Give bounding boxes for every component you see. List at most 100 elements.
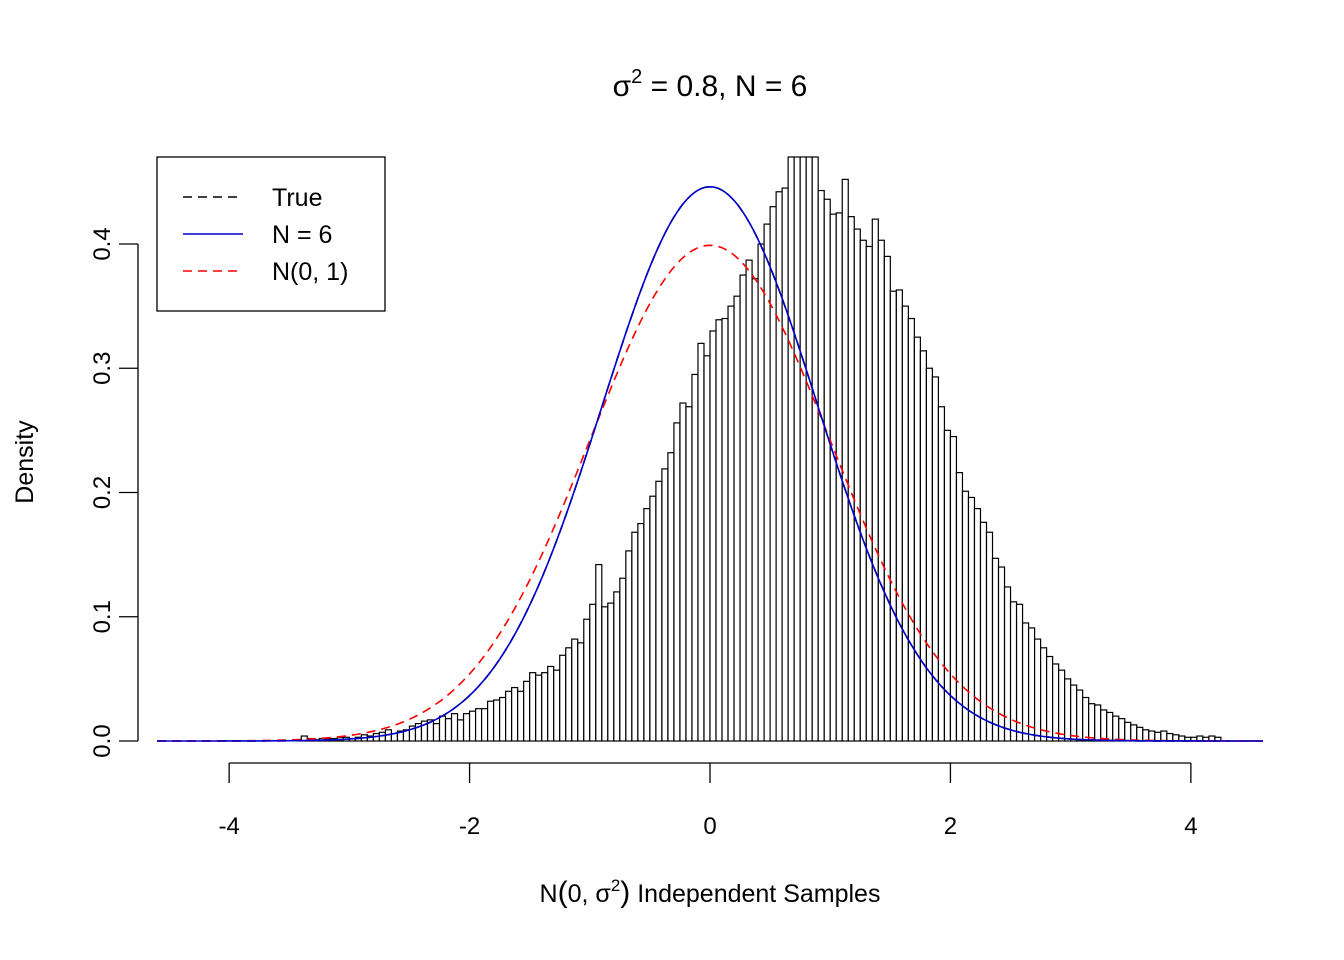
histogram-bar	[631, 531, 639, 742]
xlabel-inner: 0, σ	[568, 880, 612, 908]
histogram-bar	[511, 686, 519, 742]
histogram-bar	[865, 245, 873, 742]
y-tick-label: 0.2	[89, 476, 116, 509]
histogram-bar	[775, 191, 783, 742]
histogram-bar	[655, 480, 663, 742]
histogram-bar	[468, 710, 477, 742]
histogram-bar	[1021, 622, 1030, 742]
histogram-bar	[1112, 715, 1120, 742]
histogram-bar	[1160, 730, 1168, 742]
histogram-bar	[889, 290, 897, 742]
histogram-bar	[1076, 689, 1084, 742]
histogram-bar	[1003, 586, 1012, 742]
histogram-bar	[829, 213, 837, 742]
histogram-bar	[565, 647, 573, 742]
histogram-bar	[979, 521, 988, 742]
histogram-bar	[607, 602, 615, 742]
histogram-bar	[907, 317, 915, 742]
histogram-bar	[583, 618, 591, 742]
histogram-bar	[661, 468, 669, 742]
histogram-bar	[1100, 709, 1108, 742]
histogram-bar	[961, 490, 970, 742]
histogram-bar	[679, 402, 687, 742]
histogram-bar	[925, 367, 934, 742]
xlabel-after: Independent Samples	[630, 880, 880, 908]
histogram-bar	[535, 674, 543, 742]
histogram-bar	[967, 496, 976, 742]
histogram-bar	[595, 563, 603, 742]
histogram-bar	[517, 690, 525, 742]
histogram-bar	[877, 239, 885, 742]
histogram-bar	[1136, 726, 1144, 742]
histogram-bar	[1130, 724, 1138, 742]
histogram-bar	[811, 156, 819, 742]
histogram-bar	[1106, 711, 1114, 742]
y-axis-label: Density	[11, 420, 39, 504]
histogram-bar	[450, 713, 459, 742]
chart-title: σ2 = 0.8, N = 6	[613, 66, 808, 103]
histogram-bar	[571, 638, 579, 742]
histogram-bar	[529, 672, 537, 742]
histogram-bar	[991, 557, 1000, 742]
histogram-bar	[847, 216, 855, 742]
histogram-bar	[667, 452, 675, 742]
histogram-bar	[480, 708, 489, 742]
histogram-bar	[625, 550, 633, 742]
histogram-bar	[541, 672, 549, 742]
histogram-bar	[637, 522, 645, 742]
histogram-bar	[589, 603, 597, 742]
histogram-bar	[841, 178, 849, 742]
histogram-bar	[853, 228, 861, 742]
histogram-bar	[727, 305, 735, 742]
x-tick-label: 2	[944, 813, 957, 840]
y-tick-label: 0.3	[89, 352, 116, 385]
x-axis-label: N(0, σ2) Independent Samples	[540, 876, 881, 909]
histogram-bar	[769, 206, 777, 742]
legend-label: N = 6	[272, 221, 332, 249]
xlabel-exponent: 2	[611, 876, 620, 895]
xlabel-close-paren: )	[620, 876, 630, 909]
histogram-bar	[697, 342, 705, 742]
histogram-bar	[1015, 603, 1024, 742]
histogram-bar	[499, 696, 507, 742]
histogram-bar	[751, 278, 759, 742]
histogram-bar	[462, 713, 471, 742]
histogram-bar	[883, 255, 891, 742]
histogram-bar	[691, 373, 699, 742]
y-tick-label: 0.4	[89, 227, 116, 260]
histogram-bar	[1118, 718, 1126, 742]
histogram-bar	[1142, 729, 1150, 742]
histogram-bar	[871, 218, 879, 742]
histogram-bar	[649, 495, 657, 742]
histogram-bar	[1124, 721, 1132, 742]
histogram-bar	[673, 422, 681, 742]
legend-label: True	[272, 184, 322, 212]
histogram-bar	[577, 642, 585, 742]
histogram-bar	[1094, 704, 1102, 742]
histogram-bar	[1058, 669, 1066, 742]
histogram-bar	[919, 350, 927, 742]
y-tick-label: 0.0	[89, 724, 116, 757]
histogram-bar	[547, 665, 555, 742]
x-axis: -4 -2 0 2 4	[218, 762, 1198, 840]
histogram-bar	[487, 700, 495, 742]
n6-density-curve	[157, 185, 1263, 742]
legend-label: N(0, 1)	[272, 258, 348, 286]
x-tick-label: 0	[703, 813, 716, 840]
histogram-bar	[619, 577, 627, 742]
histogram-bar	[787, 156, 795, 742]
histogram-bar	[1046, 655, 1054, 742]
histogram-bar	[523, 680, 531, 742]
y-axis: 0.0 0.1 0.2 0.3 0.4	[89, 227, 139, 758]
histogram-bar	[1154, 731, 1162, 742]
histogram-bar	[1039, 647, 1048, 742]
histogram-bar	[1082, 696, 1090, 742]
histogram-bar	[931, 376, 940, 742]
density-curves	[157, 185, 1263, 742]
histogram-bar	[1148, 730, 1156, 742]
histogram-bar	[438, 715, 447, 742]
histogram-bar	[1027, 627, 1036, 742]
histogram-bar	[721, 317, 729, 742]
histogram-bar	[553, 669, 561, 742]
histogram-bar	[613, 591, 621, 742]
